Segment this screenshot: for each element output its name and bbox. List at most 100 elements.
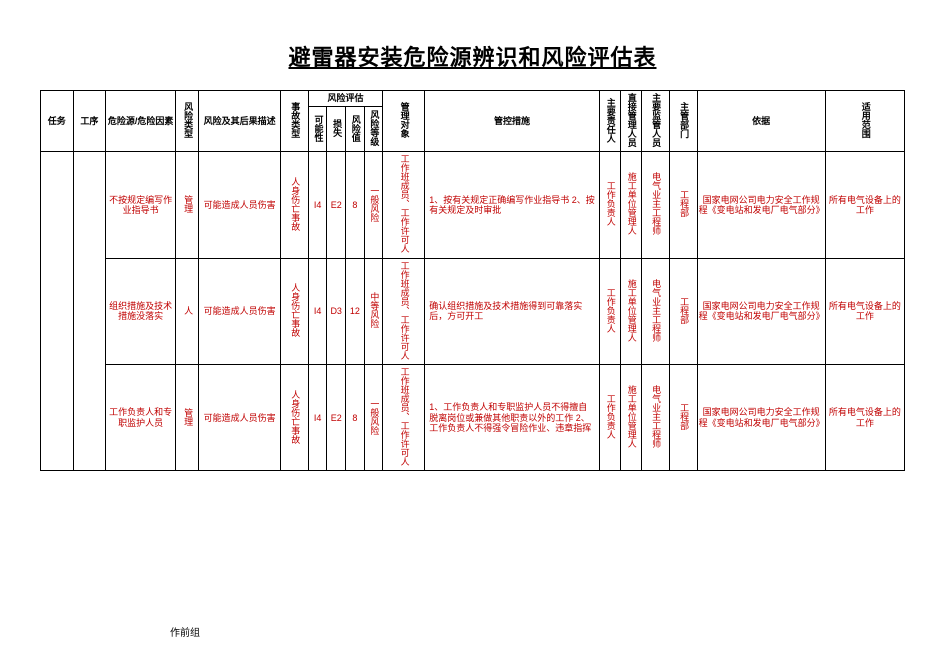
cell-riskvalue: 12	[346, 258, 365, 364]
cell-consequence: 可能造成人员伤害	[199, 258, 281, 364]
cell-mainresp: 工作负责人	[599, 152, 620, 258]
cell-risklevel: 一般风险	[364, 365, 383, 471]
cell-risklevel-val: 一般风险	[369, 186, 379, 222]
cell-risklevel: 中等风险	[364, 258, 383, 364]
cell-maindept: 工程部	[669, 258, 697, 364]
cell-risklevel-val: 一般风险	[369, 399, 379, 435]
col-maindept: 主管部门	[669, 91, 697, 152]
cell-possibility: I4	[308, 365, 327, 471]
cell-maindept-val: 工程部	[678, 190, 688, 217]
table-body: 不按规定编写作业指导书 管理 可能造成人员伤害 人身伤亡事故 I4 E2 8 一…	[41, 152, 905, 471]
cell-risklevel-val: 中等风险	[369, 292, 379, 328]
cell-target: 工作班成员、工作许可人	[383, 152, 425, 258]
col-risktype: 风险类型	[176, 91, 199, 152]
col-evalgroup: 风险评估	[308, 91, 383, 107]
cell-directmgr: 施工单位管理人	[620, 365, 641, 471]
col-mainsupv-label: 主要监管人员	[650, 93, 660, 147]
col-loss-label: 损失	[331, 119, 341, 137]
cell-mainsupv: 电气业主工程师	[641, 258, 669, 364]
cell-risklevel: 一般风险	[364, 152, 383, 258]
col-consequence: 风险及其后果描述	[199, 91, 281, 152]
page-title: 避雷器安装危险源辨识和风险评估表	[40, 40, 905, 72]
cell-basis: 国家电网公司电力安全工作规程《变电站和发电厂电气部分》	[697, 365, 825, 471]
col-hazard: 危险源/危险因素	[106, 91, 176, 152]
cell-risktype-val: 人	[182, 306, 192, 315]
cell-target: 工作班成员、工作许可人	[383, 365, 425, 471]
cell-risktype-val: 管理	[182, 195, 192, 213]
cell-risktype-val: 管理	[182, 408, 192, 426]
cell-measure: 1、工作负责人和专职监护人员不得擅自脱离岗位或兼做其他职责以外的工作 2、工作负…	[425, 365, 600, 471]
cell-possibility: I4	[308, 258, 327, 364]
cell-mainresp-val: 工作负责人	[605, 288, 615, 333]
col-directmgr-label: 直接管理人员	[626, 93, 636, 147]
cell-maindept: 工程部	[669, 152, 697, 258]
cell-mainsupv-val: 电气业主工程师	[650, 172, 660, 235]
cell-consequence: 可能造成人员伤害	[199, 365, 281, 471]
cell-accidenttype: 人身伤亡事故	[280, 152, 308, 258]
table-header: 任务 工序 危险源/危险因素 风险类型 风险及其后果描述 事故类型 风险评估 管…	[41, 91, 905, 152]
cell-scope: 所有电气设备上的工作	[825, 258, 904, 364]
page-container: 避雷器安装危险源辨识和风险评估表 任务 工序 危险源/危险因素 风险类型 风险及…	[0, 0, 945, 669]
cell-measure: 1、按有关规定正确编写作业指导书 2、按有关规定及时审批	[425, 152, 600, 258]
risk-table: 任务 工序 危险源/危险因素 风险类型 风险及其后果描述 事故类型 风险评估 管…	[40, 90, 905, 471]
cell-directmgr: 施工单位管理人	[620, 152, 641, 258]
cell-hazard: 不按规定编写作业指导书	[106, 152, 176, 258]
col-riskvalue: 风险值	[346, 107, 365, 152]
col-measure: 管控措施	[425, 91, 600, 152]
cell-loss: E2	[327, 365, 346, 471]
cell-riskvalue: 8	[346, 365, 365, 471]
cell-basis: 国家电网公司电力安全工作规程《变电站和发电厂电气部分》	[697, 152, 825, 258]
cell-step	[73, 152, 106, 471]
col-step: 工序	[73, 91, 106, 152]
cell-riskvalue: 8	[346, 152, 365, 258]
col-risktype-label: 风险类型	[182, 102, 192, 138]
col-accidenttype-label: 事故类型	[289, 102, 299, 138]
cell-accidenttype: 人身伤亡事故	[280, 258, 308, 364]
col-riskvalue-label: 风险值	[350, 115, 360, 142]
cell-mainresp-val: 工作负责人	[605, 181, 615, 226]
cell-mainresp-val: 工作负责人	[605, 394, 615, 439]
cell-maindept: 工程部	[669, 365, 697, 471]
table-row: 工作负责人和专职监护人员 管理 可能造成人员伤害 人身伤亡事故 I4 E2 8 …	[41, 365, 905, 471]
col-risklevel-label: 风险等级	[369, 110, 379, 146]
col-possibility-label: 可能性	[313, 115, 323, 142]
cell-mainsupv-val: 电气业主工程师	[650, 385, 660, 448]
col-loss: 损失	[327, 107, 346, 152]
cell-maindept-val: 工程部	[678, 403, 688, 430]
col-target-label: 管理对象	[399, 102, 409, 138]
cell-directmgr-val: 施工单位管理人	[626, 385, 636, 448]
cell-loss: D3	[327, 258, 346, 364]
footer-text: 作前组	[170, 624, 200, 639]
cell-target-val: 工作班成员、工作许可人	[399, 154, 409, 253]
col-accidenttype: 事故类型	[280, 91, 308, 152]
col-scope: 适用范围	[825, 91, 904, 152]
cell-scope: 所有电气设备上的工作	[825, 365, 904, 471]
col-maindept-label: 主管部门	[678, 102, 688, 138]
cell-directmgr: 施工单位管理人	[620, 258, 641, 364]
cell-accidenttype-val: 人身伤亡事故	[289, 283, 299, 337]
col-basis: 依据	[697, 91, 825, 152]
cell-mainsupv: 电气业主工程师	[641, 152, 669, 258]
cell-mainresp: 工作负责人	[599, 258, 620, 364]
cell-task	[41, 152, 74, 471]
cell-target-val: 工作班成员、工作许可人	[399, 261, 409, 360]
table-row: 不按规定编写作业指导书 管理 可能造成人员伤害 人身伤亡事故 I4 E2 8 一…	[41, 152, 905, 258]
cell-scope: 所有电气设备上的工作	[825, 152, 904, 258]
col-scope-label: 适用范围	[860, 102, 870, 138]
col-mainresp-label: 主要责任人	[605, 98, 615, 143]
cell-possibility: I4	[308, 152, 327, 258]
table-row: 组织措施及技术措施没落实 人 可能造成人员伤害 人身伤亡事故 I4 D3 12 …	[41, 258, 905, 364]
col-mainsupv: 主要监管人员	[641, 91, 669, 152]
cell-mainresp: 工作负责人	[599, 365, 620, 471]
cell-accidenttype: 人身伤亡事故	[280, 365, 308, 471]
cell-basis: 国家电网公司电力安全工作规程《变电站和发电厂电气部分》	[697, 258, 825, 364]
cell-loss: E2	[327, 152, 346, 258]
col-directmgr: 直接管理人员	[620, 91, 641, 152]
cell-consequence: 可能造成人员伤害	[199, 152, 281, 258]
cell-risktype: 管理	[176, 152, 199, 258]
cell-hazard: 组织措施及技术措施没落实	[106, 258, 176, 364]
cell-maindept-val: 工程部	[678, 297, 688, 324]
cell-target-val: 工作班成员、工作许可人	[399, 367, 409, 466]
cell-mainsupv-val: 电气业主工程师	[650, 279, 660, 342]
cell-directmgr-val: 施工单位管理人	[626, 279, 636, 342]
